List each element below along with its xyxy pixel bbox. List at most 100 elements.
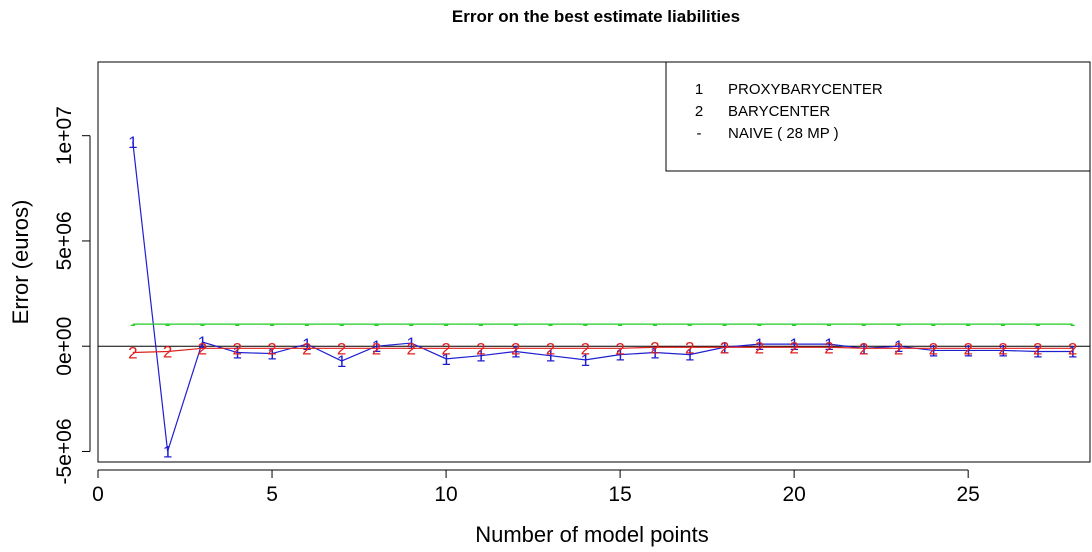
point-marker-barycenter: 2	[755, 338, 764, 357]
point-marker-proxybarycenter: 1	[650, 344, 659, 363]
point-marker-barycenter: 2	[337, 339, 346, 358]
point-marker-barycenter: 2	[1068, 339, 1077, 358]
point-marker-barycenter: 2	[476, 339, 485, 358]
point-marker-naive-28-mp: -	[582, 315, 588, 334]
point-marker-naive-28-mp: -	[791, 315, 797, 334]
point-marker-proxybarycenter: 1	[1033, 342, 1042, 361]
point-marker-naive-28-mp: -	[408, 315, 414, 334]
point-marker-proxybarycenter: 1	[302, 335, 311, 354]
point-marker-barycenter: 2	[789, 338, 798, 357]
point-marker-naive-28-mp: -	[756, 315, 762, 334]
point-marker-naive-28-mp: -	[931, 315, 937, 334]
point-marker-barycenter: 2	[929, 339, 938, 358]
point-marker-proxybarycenter: 1	[407, 334, 416, 353]
point-marker-naive-28-mp: -	[304, 315, 310, 334]
point-marker-naive-28-mp: -	[861, 315, 867, 334]
point-marker-barycenter: 2	[407, 339, 416, 358]
point-marker-barycenter: 2	[511, 339, 520, 358]
point-marker-naive-28-mp: -	[513, 315, 519, 334]
point-marker-barycenter: 2	[963, 339, 972, 358]
point-marker-naive-28-mp: -	[269, 315, 275, 334]
point-marker-proxybarycenter: 1	[755, 335, 764, 354]
y-tick-label: 5e+06	[53, 211, 76, 270]
point-marker-barycenter: 2	[615, 339, 624, 358]
chart-title: Error on the best estimate liabilities	[452, 7, 740, 26]
point-marker-barycenter: 2	[198, 339, 207, 358]
point-marker-naive-28-mp: -	[130, 315, 136, 334]
point-marker-proxybarycenter: 1	[337, 352, 346, 371]
legend-marker: -	[697, 125, 702, 142]
point-marker-naive-28-mp: -	[965, 315, 971, 334]
point-marker-barycenter: 2	[267, 339, 276, 358]
x-tick-label: 25	[956, 483, 979, 506]
legend-marker: 2	[695, 103, 703, 120]
point-marker-naive-28-mp: -	[1000, 315, 1006, 334]
point-marker-proxybarycenter: 1	[963, 341, 972, 360]
point-marker-naive-28-mp: -	[339, 315, 345, 334]
point-marker-naive-28-mp: -	[478, 315, 484, 334]
point-marker-proxybarycenter: 1	[685, 346, 694, 365]
point-marker-proxybarycenter: 1	[546, 347, 555, 366]
point-marker-naive-28-mp: -	[1035, 315, 1041, 334]
point-marker-barycenter: 2	[720, 338, 729, 357]
point-marker-naive-28-mp: -	[652, 315, 658, 334]
point-marker-proxybarycenter: 1	[929, 341, 938, 360]
point-marker-naive-28-mp: -	[687, 315, 693, 334]
point-marker-barycenter: 2	[894, 339, 903, 358]
point-marker-naive-28-mp: -	[165, 315, 171, 334]
point-marker-proxybarycenter: 1	[824, 335, 833, 354]
point-marker-naive-28-mp: -	[200, 315, 206, 334]
point-marker-proxybarycenter: 1	[615, 346, 624, 365]
legend-box	[665, 61, 1091, 172]
y-tick-label: -5e+06	[53, 418, 76, 484]
series-line-proxybarycenter	[132, 141, 1073, 452]
x-tick-label: 10	[434, 483, 457, 506]
y-tick-label: 1e+07	[53, 106, 76, 165]
point-marker-barycenter: 2	[1033, 339, 1042, 358]
point-marker-proxybarycenter: 1	[581, 351, 590, 370]
plot-frame	[97, 61, 1091, 463]
point-marker-barycenter: 2	[581, 339, 590, 358]
point-marker-proxybarycenter: 1	[267, 345, 276, 364]
point-marker-barycenter: 2	[859, 339, 868, 358]
point-marker-barycenter: 2	[232, 339, 241, 358]
point-marker-barycenter: 2	[685, 338, 694, 357]
x-tick-label: 5	[266, 483, 278, 506]
point-marker-naive-28-mp: -	[548, 315, 554, 334]
legend-label: PROXYBARYCENTER	[728, 81, 883, 98]
x-tick-label: 20	[782, 483, 805, 506]
point-marker-proxybarycenter: 1	[789, 335, 798, 354]
axes-layer: 0 5 10 15 20 25 -5e+06 0e+00 5e+06 1e+07	[53, 106, 980, 506]
point-marker-barycenter: 2	[998, 339, 1007, 358]
point-marker-naive-28-mp: -	[617, 315, 623, 334]
legend-marker: 1	[695, 81, 703, 98]
point-marker-proxybarycenter: 1	[198, 333, 207, 352]
point-marker-barycenter: 2	[824, 338, 833, 357]
point-marker-naive-28-mp: -	[443, 315, 449, 334]
point-marker-barycenter: 2	[128, 344, 137, 363]
point-marker-proxybarycenter: 1	[1068, 342, 1077, 361]
point-marker-proxybarycenter: 1	[441, 350, 450, 369]
point-marker-proxybarycenter: 1	[476, 347, 485, 366]
legend-label: NAIVE ( 28 MP )	[728, 125, 839, 142]
point-marker-naive-28-mp: -	[374, 315, 380, 334]
point-marker-barycenter: 2	[650, 338, 659, 357]
point-marker-barycenter: 2	[441, 339, 450, 358]
x-tick-label: 0	[92, 483, 104, 506]
x-tick-label: 15	[608, 483, 631, 506]
point-marker-naive-28-mp: -	[234, 315, 240, 334]
y-tick-label: 0e+00	[53, 317, 76, 376]
point-marker-barycenter: 2	[302, 339, 311, 358]
point-marker-naive-28-mp: -	[1070, 315, 1076, 334]
point-marker-proxybarycenter: 1	[232, 344, 241, 363]
legend: 1 PROXYBARYCENTER 2 BARYCENTER - NAIVE ( 28 M…	[665, 61, 1091, 172]
point-marker-proxybarycenter: 1	[511, 342, 520, 361]
point-marker-barycenter: 2	[163, 342, 172, 361]
y-axis-label: Error (euros)	[8, 200, 33, 325]
point-marker-naive-28-mp: -	[722, 315, 728, 334]
point-marker-proxybarycenter: 1	[372, 337, 381, 356]
point-marker-proxybarycenter: 1	[163, 442, 172, 461]
